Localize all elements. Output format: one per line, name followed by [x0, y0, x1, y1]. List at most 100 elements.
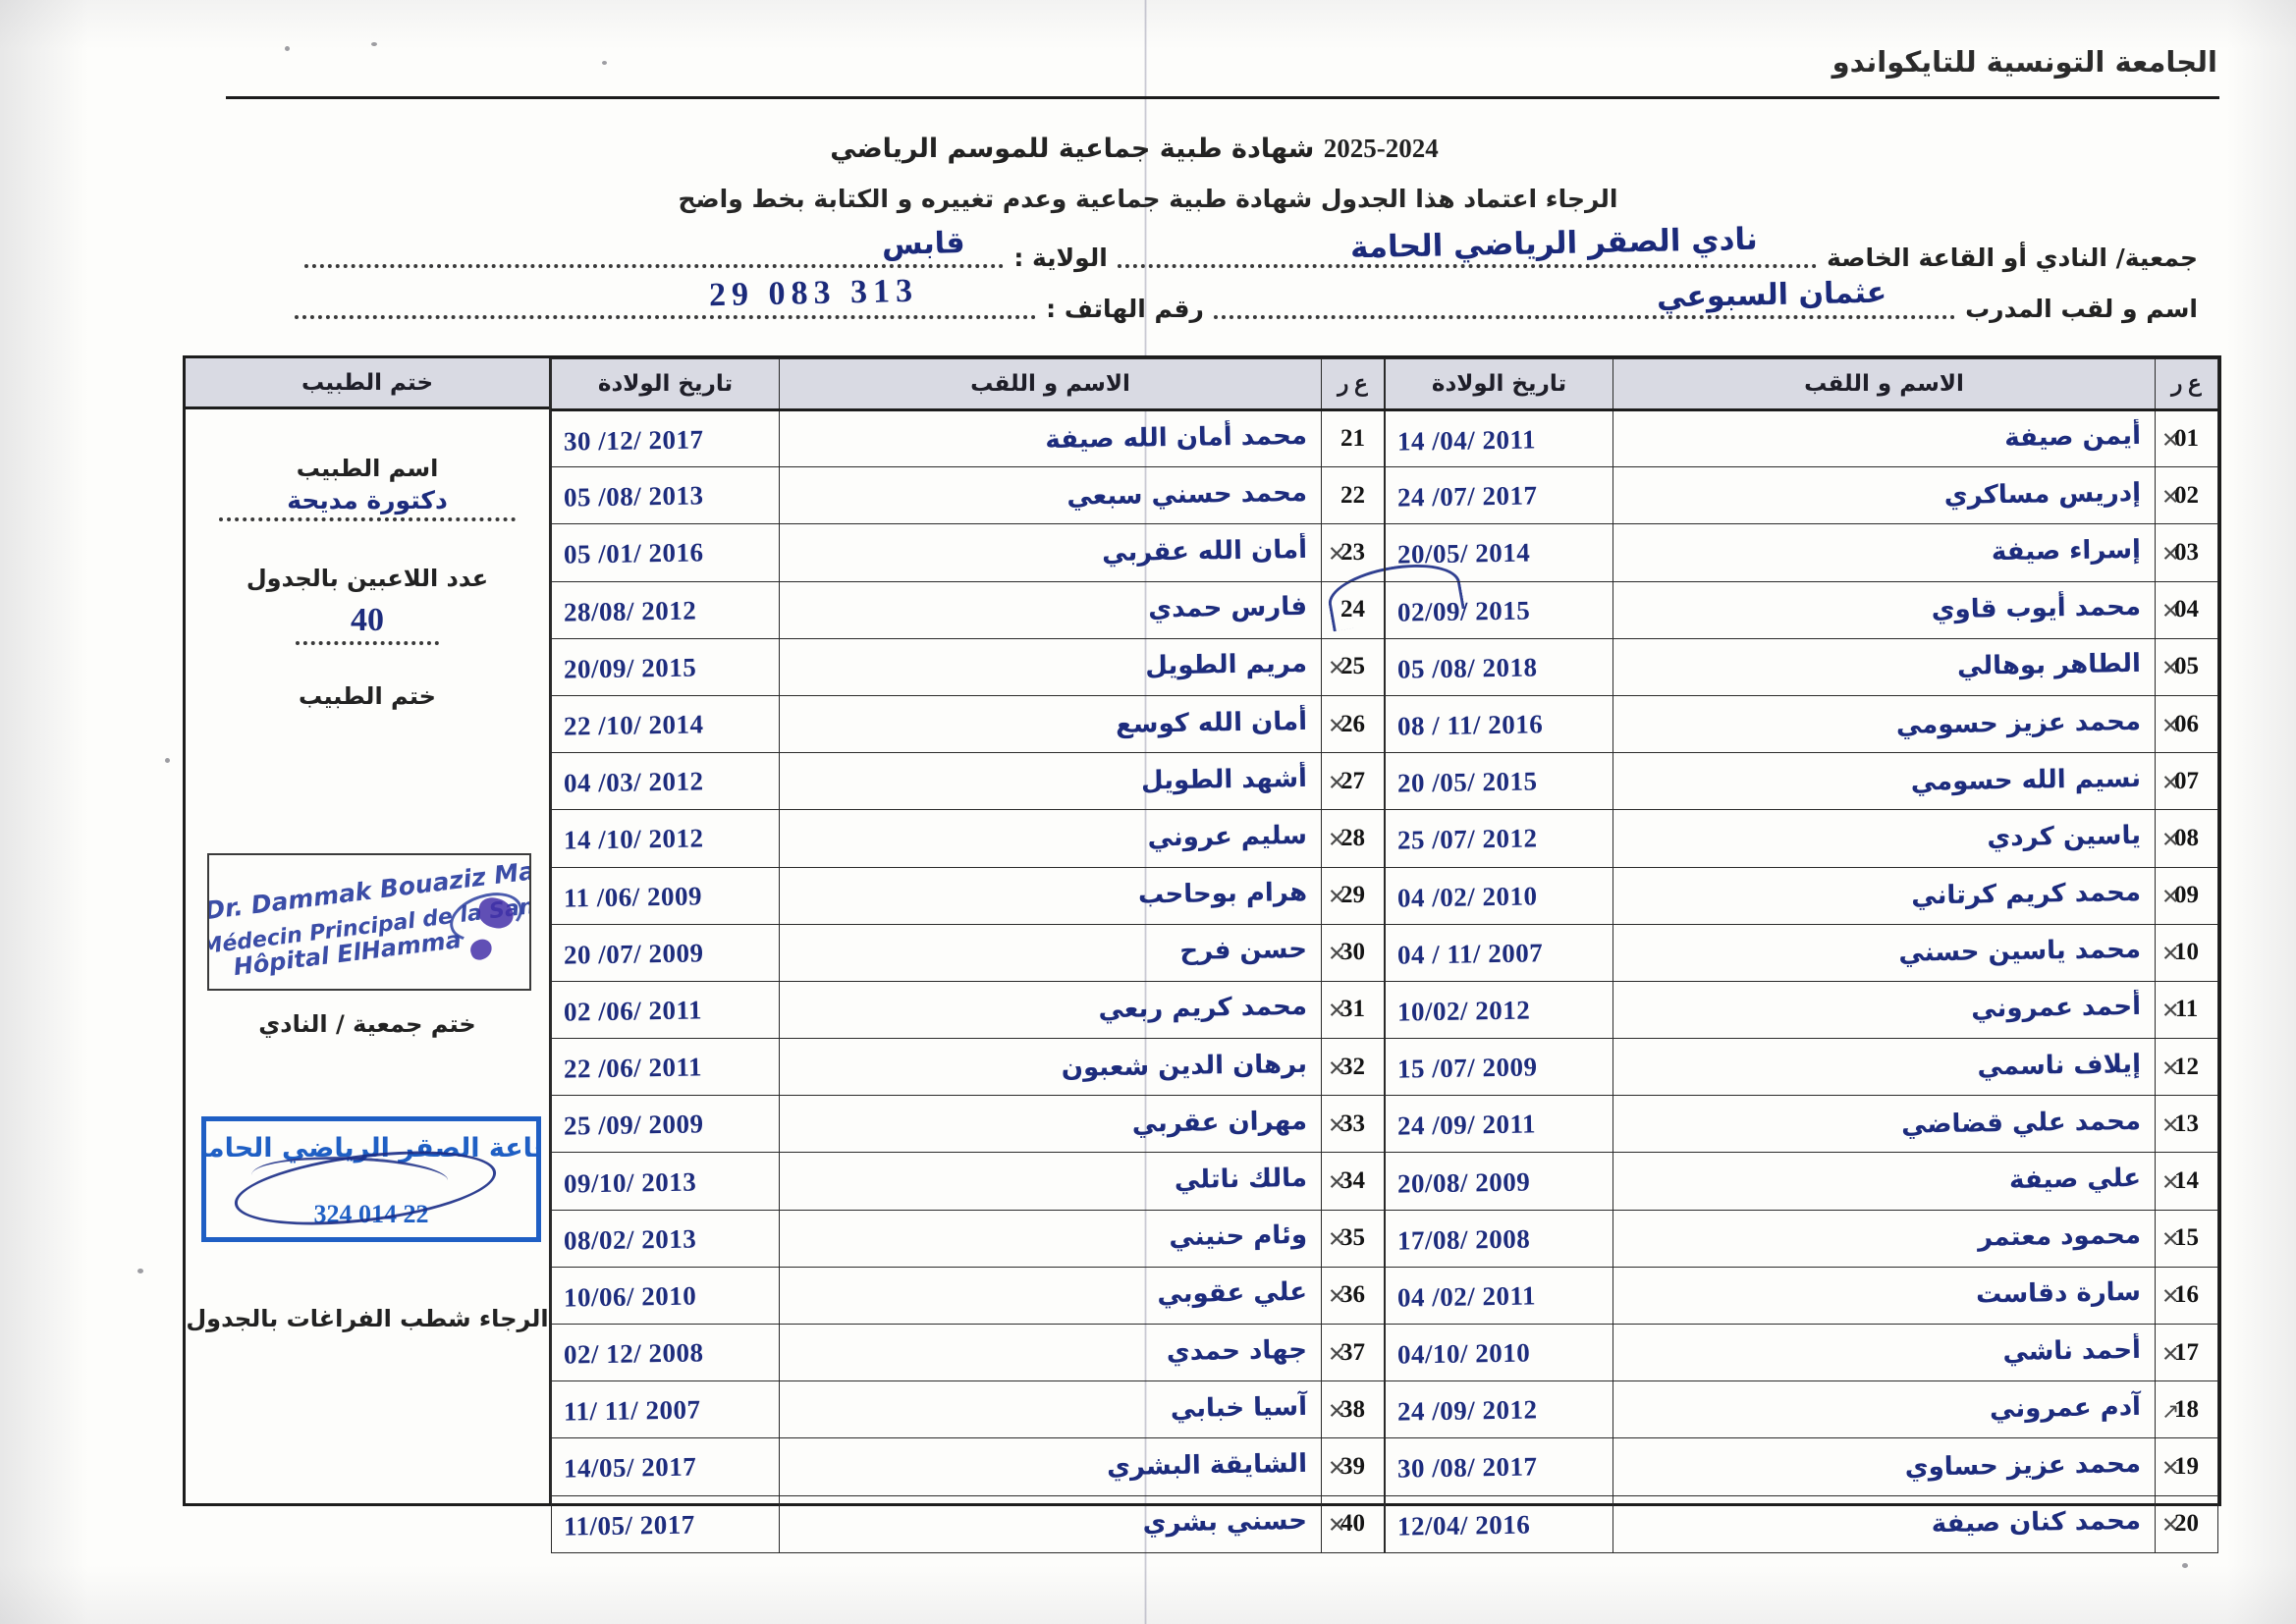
athlete-name-cell[interactable]: إيلاف ناسمي: [1613, 1038, 2156, 1097]
athlete-name-cell[interactable]: أحمد عمروني: [1613, 980, 2156, 1040]
athlete-name-cell[interactable]: أيمن صيفة: [1613, 408, 2156, 468]
birth-date-cell[interactable]: 04/10/ 2010: [1385, 1323, 1613, 1382]
athlete-name-cell[interactable]: أحمد ناشي: [1613, 1323, 2156, 1382]
table-row: 12 ✕ إيلاف ناسمي 15 /07/ 2009: [1385, 1038, 2218, 1097]
birth-date-cell[interactable]: 04 /02/ 2011: [1385, 1266, 1613, 1326]
checkmark-icon: ✕: [2161, 941, 2180, 966]
birth-date-cell[interactable]: 20 /07/ 2009: [551, 923, 780, 982]
athlete-name-cell[interactable]: محمد علي قضاضي: [1613, 1095, 2156, 1154]
players-count-line[interactable]: [296, 641, 439, 645]
birth-date-cell[interactable]: 04 /03/ 2012: [551, 752, 780, 811]
birth-date-cell[interactable]: 04 / 11/ 2007: [1385, 923, 1613, 982]
birth-date-cell[interactable]: 24 /09/ 2012: [1385, 1380, 1613, 1439]
table-header-row: ع ر الاسم و اللقب تاريخ الولادة: [1385, 358, 2218, 411]
birth-date-cell[interactable]: 20 /05/ 2015: [1385, 752, 1613, 811]
birth-date-cell[interactable]: 04 /02/ 2010: [1385, 866, 1613, 925]
athlete-name-cell[interactable]: محمد حسني سبعي: [779, 466, 1322, 525]
athlete-name-cell[interactable]: أشهد الطويل: [779, 752, 1322, 811]
row-number-cell: 13 ✕: [2155, 1095, 2218, 1154]
athlete-name-cell[interactable]: مهران عقربي: [779, 1095, 1322, 1154]
athlete-name-cell[interactable]: فارس حمدي: [779, 580, 1322, 639]
athlete-name-cell[interactable]: علي صيفة: [1613, 1152, 2156, 1211]
row-number-cell: 09 ✕: [2155, 866, 2218, 925]
athlete-name-cell[interactable]: محمد أمان الله صيفة: [779, 408, 1322, 468]
birth-date-cell[interactable]: 11 /06/ 2009: [551, 866, 780, 925]
athlete-name-cell[interactable]: برهان الدين شعبون: [779, 1038, 1322, 1097]
table-row: 08 ✕ ياسين كردي 25 /07/ 2012: [1385, 809, 2218, 868]
athlete-name-cell[interactable]: إدريس مساكري: [1613, 466, 2156, 525]
athlete-name-cell[interactable]: إسراء صيفة: [1613, 523, 2156, 582]
birth-date-value: 08 / 11/ 2016: [1396, 709, 1544, 741]
athlete-name-cell[interactable]: حسن فرح: [779, 923, 1322, 982]
table-row: 31 ✕ محمد كريم ربعي 02 /06/ 2011: [551, 980, 1385, 1040]
birth-date-cell[interactable]: 25 /07/ 2012: [1385, 809, 1613, 868]
birth-date-cell[interactable]: 02/09/ 2015: [1385, 580, 1613, 639]
athlete-name-cell[interactable]: آدم عمروني: [1613, 1380, 2156, 1439]
athlete-name-value: آدم عمروني: [1989, 1391, 2142, 1425]
athlete-name-cell[interactable]: أمان الله كوسع: [779, 694, 1322, 754]
birth-date-cell[interactable]: 20/09/ 2015: [551, 637, 780, 696]
doctor-name-line[interactable]: [219, 517, 516, 521]
athlete-name-cell[interactable]: مالك ناتلي: [779, 1152, 1322, 1211]
birth-date-cell[interactable]: 30 /08/ 2017: [1385, 1437, 1613, 1496]
state-input-line[interactable]: قابس: [303, 226, 1005, 268]
birth-date-cell[interactable]: 30 /12/ 2017: [551, 408, 780, 468]
birth-date-cell[interactable]: 12/04/ 2016: [1385, 1494, 1613, 1553]
birth-date-cell[interactable]: 05 /08/ 2013: [551, 466, 780, 525]
athlete-name-cell[interactable]: آسيا خبابي: [779, 1380, 1322, 1439]
athlete-name-cell[interactable]: هرام بوحاحب: [779, 866, 1322, 925]
phone-input-line[interactable]: 29 083 313: [295, 273, 1037, 319]
athlete-name-cell[interactable]: سارة دقاست: [1613, 1266, 2156, 1326]
athlete-name-cell[interactable]: محمد عزيز حساوي: [1613, 1437, 2156, 1496]
athlete-name-cell[interactable]: أمان الله عقربي: [779, 523, 1322, 582]
birth-date-cell[interactable]: 02 /06/ 2011: [551, 980, 780, 1040]
birth-date-cell[interactable]: 05 /01/ 2016: [551, 523, 780, 582]
birth-date-cell[interactable]: 24 /09/ 2011: [1385, 1095, 1613, 1154]
athlete-name-cell[interactable]: سليم عروني: [779, 809, 1322, 868]
birth-date-cell[interactable]: 28/08/ 2012: [551, 580, 780, 639]
birth-date-cell[interactable]: 10/06/ 2010: [551, 1266, 780, 1326]
athlete-name-cell[interactable]: محمد كريم ربعي: [779, 980, 1322, 1040]
club-input-line[interactable]: نادي الصقر الرياضي الحامة: [1117, 222, 1818, 268]
athlete-name-cell[interactable]: محمد أيوب قاوي: [1613, 580, 2156, 639]
athlete-name-cell[interactable]: نسيم الله حسومي: [1613, 752, 2156, 811]
athlete-name-cell[interactable]: محمد كنان صيفة: [1613, 1494, 2156, 1553]
birth-date-cell[interactable]: 08/02/ 2013: [551, 1209, 780, 1268]
checkmark-icon: ✕: [1328, 770, 1346, 795]
athlete-name-cell[interactable]: ياسين كردي: [1613, 809, 2156, 868]
birth-date-value: 05 /08/ 2013: [563, 480, 704, 513]
birth-date-cell[interactable]: 09/10/ 2013: [551, 1152, 780, 1211]
athlete-name-value: محمد ياسين حسني: [1898, 935, 2142, 969]
athlete-name-cell[interactable]: جهاد حمدي: [779, 1323, 1322, 1382]
birth-date-cell[interactable]: 22 /06/ 2011: [551, 1038, 780, 1097]
athlete-name-cell[interactable]: حسني بشري: [779, 1494, 1322, 1553]
athlete-name-cell[interactable]: الطاهر بوهالي: [1613, 637, 2156, 696]
athlete-name-cell[interactable]: محمد كريم كرتاني: [1613, 866, 2156, 925]
table-row: 09 ✕ محمد كريم كرتاني 04 /02/ 2010: [1385, 866, 2218, 925]
athlete-name-cell[interactable]: مريم الطويل: [779, 637, 1322, 696]
athlete-name-cell[interactable]: محمد عزيز حسومي: [1613, 694, 2156, 754]
birth-date-cell[interactable]: 20/05/ 2014: [1385, 523, 1613, 582]
athlete-name-cell[interactable]: محمود معتمر: [1613, 1209, 2156, 1268]
birth-date-cell[interactable]: 11/ 11/ 2007: [551, 1380, 780, 1439]
coach-input-line[interactable]: عثمان السبوعي: [1213, 276, 1956, 632]
birth-date-cell[interactable]: 10/02/ 2012: [1385, 980, 1613, 1040]
birth-date-cell[interactable]: 05 /08/ 2018: [1385, 637, 1613, 696]
birth-date-cell[interactable]: 14/05/ 2017: [551, 1437, 780, 1496]
athlete-name-cell[interactable]: الشايقة البشري: [779, 1437, 1322, 1496]
birth-date-cell[interactable]: 14 /04/ 2011: [1385, 408, 1613, 468]
birth-date-cell[interactable]: 17/08/ 2008: [1385, 1209, 1613, 1268]
birth-date-cell[interactable]: 11/05/ 2017: [551, 1494, 780, 1553]
birth-date-cell[interactable]: 25 /09/ 2009: [551, 1095, 780, 1154]
athlete-name-cell[interactable]: علي عقوبي: [779, 1266, 1322, 1326]
birth-date-cell[interactable]: 20/08/ 2009: [1385, 1152, 1613, 1211]
athlete-name-cell[interactable]: وئام حنيني: [779, 1209, 1322, 1268]
birth-date-cell[interactable]: 24 /07/ 2017: [1385, 466, 1613, 525]
athlete-name-cell[interactable]: محمد ياسين حسني: [1613, 923, 2156, 982]
birth-date-cell[interactable]: 14 /10/ 2012: [551, 809, 780, 868]
birth-date-cell[interactable]: 22 /10/ 2014: [551, 694, 780, 754]
birth-date-cell[interactable]: 02/ 12/ 2008: [551, 1323, 780, 1382]
row-number-cell: 18 ↗: [2155, 1380, 2218, 1439]
birth-date-cell[interactable]: 15 /07/ 2009: [1385, 1038, 1613, 1097]
birth-date-cell[interactable]: 08 / 11/ 2016: [1385, 694, 1613, 754]
